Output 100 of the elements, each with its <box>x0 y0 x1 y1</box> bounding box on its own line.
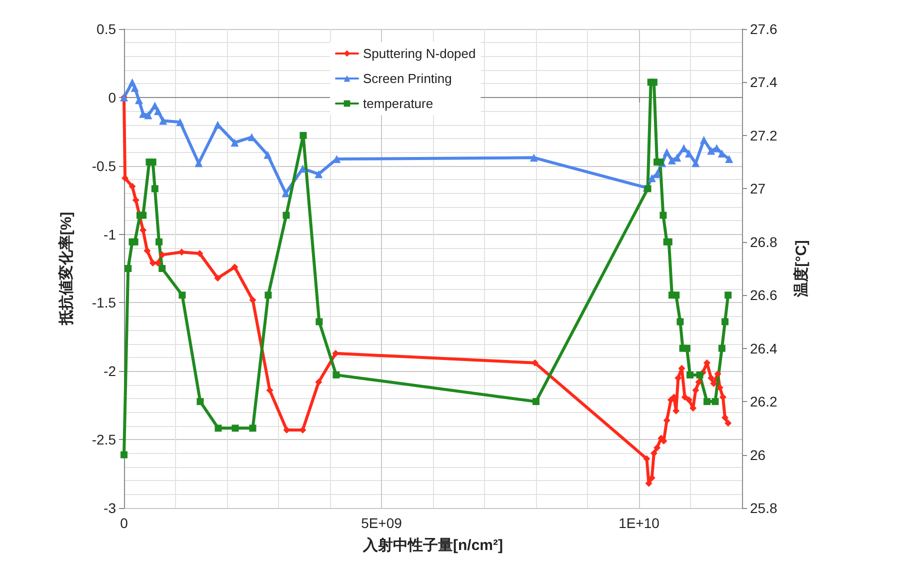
y2-tick-label: 26.8 <box>750 234 778 250</box>
point <box>232 424 239 432</box>
point <box>653 170 662 178</box>
y2-tick-label: 27.4 <box>750 74 778 90</box>
point <box>194 159 203 168</box>
point <box>132 196 140 204</box>
y-tick-label: -2 <box>104 363 116 380</box>
point <box>656 158 664 166</box>
x-tick-label: 0 <box>120 515 128 531</box>
y2-tick-label: 26 <box>750 446 766 463</box>
point <box>724 292 732 299</box>
y-tick-label: -1 <box>104 226 116 242</box>
point <box>718 344 726 352</box>
y2-tick-label: 26.4 <box>750 340 778 356</box>
point <box>249 296 256 304</box>
point <box>214 274 222 282</box>
point <box>196 250 204 257</box>
y-tick-label: -0.5 <box>92 158 116 174</box>
point <box>298 164 307 173</box>
point <box>714 370 722 378</box>
point <box>124 265 132 272</box>
point <box>176 118 184 126</box>
point <box>120 451 128 458</box>
y2-tick-label: 26.6 <box>750 287 778 304</box>
point <box>151 185 158 192</box>
point <box>196 398 204 406</box>
point <box>716 384 724 392</box>
point <box>158 265 166 272</box>
point <box>128 182 136 190</box>
point <box>314 170 323 178</box>
point <box>249 424 256 432</box>
point <box>662 148 671 156</box>
point <box>282 212 290 219</box>
x-tick-label: 1E+10 <box>618 515 660 531</box>
x-axis-title: 入射中性子量[n/cm²] <box>362 537 503 554</box>
point <box>692 159 700 168</box>
point <box>315 378 322 386</box>
point <box>685 396 692 404</box>
y2-tick-label: 27.6 <box>750 21 778 37</box>
point <box>130 84 139 92</box>
point <box>532 398 540 406</box>
point <box>692 386 700 394</box>
legend-label: temperature <box>363 96 434 111</box>
point <box>178 292 186 299</box>
point <box>530 154 538 162</box>
y2-tick-label: 27.2 <box>750 127 778 144</box>
y2-tick-label: 26.2 <box>750 394 778 410</box>
point <box>695 378 702 386</box>
point <box>673 154 682 162</box>
point <box>650 78 658 86</box>
y-tick-label: -1.5 <box>92 294 116 311</box>
point <box>724 420 732 427</box>
legend-label: Sputtering N-doped <box>363 46 476 61</box>
point <box>725 155 734 164</box>
point <box>703 398 710 406</box>
point <box>264 292 272 299</box>
point <box>264 150 272 159</box>
point <box>684 150 693 158</box>
point <box>282 189 290 198</box>
point <box>332 371 340 378</box>
y2-tick-label: 27 <box>750 180 766 197</box>
point <box>696 371 704 378</box>
point <box>214 424 222 432</box>
point <box>672 292 680 299</box>
point <box>708 374 715 382</box>
legend-label: Screen Printing <box>363 71 452 86</box>
point <box>300 132 307 139</box>
point <box>156 238 163 246</box>
point <box>674 374 682 382</box>
point <box>159 116 168 125</box>
point <box>648 174 656 182</box>
point <box>654 444 661 452</box>
point <box>719 394 726 401</box>
point <box>681 394 688 401</box>
point <box>266 386 274 394</box>
y-tick-label: -2.5 <box>92 432 116 448</box>
point <box>668 156 676 164</box>
point <box>140 226 147 234</box>
y2-tick-label: 25.8 <box>750 500 778 516</box>
point <box>650 450 658 457</box>
y-tick-label: -3 <box>104 500 116 516</box>
point <box>149 158 156 166</box>
point <box>158 251 166 258</box>
point <box>712 398 719 406</box>
point <box>140 212 147 219</box>
point <box>316 318 323 326</box>
point <box>700 136 708 144</box>
point <box>722 414 729 422</box>
point <box>144 247 151 254</box>
x-tick-label: 5E+09 <box>361 515 402 531</box>
point <box>144 111 152 120</box>
point <box>686 371 694 378</box>
point <box>134 96 143 104</box>
point <box>676 318 684 326</box>
point <box>707 146 716 155</box>
y2-axis-title: 温度[°C] <box>792 240 810 298</box>
point <box>660 212 667 219</box>
point <box>722 318 729 326</box>
point <box>231 264 238 271</box>
y-tick-label: 0.5 <box>96 21 116 37</box>
